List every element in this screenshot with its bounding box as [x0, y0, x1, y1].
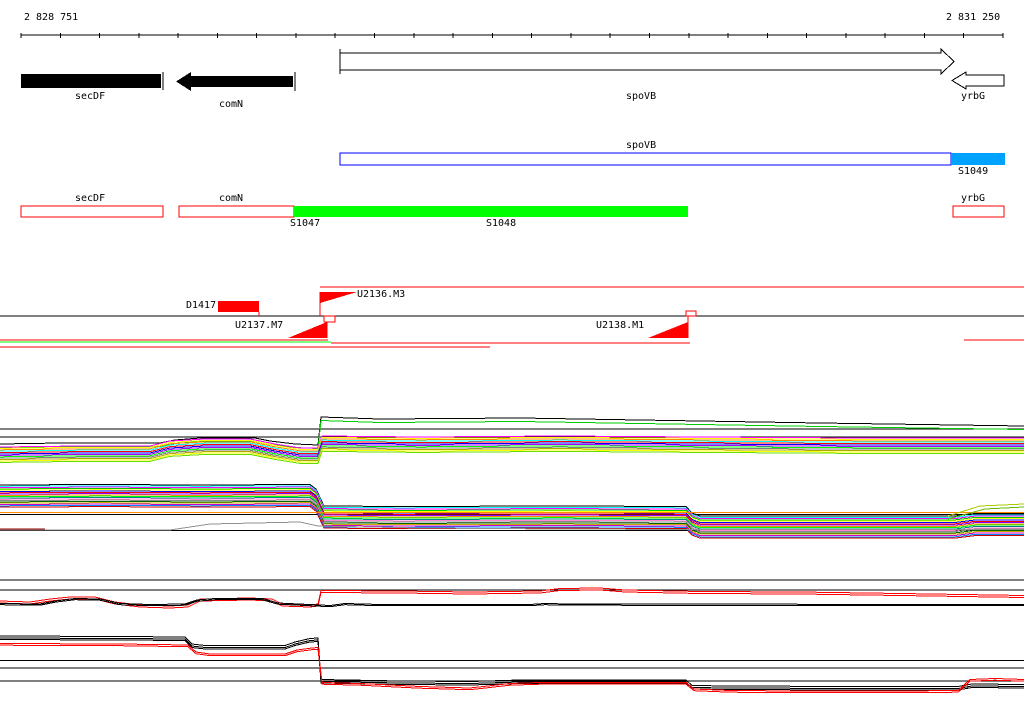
- segment-label-s1047: S1047: [290, 218, 321, 229]
- profile-panel-d-signal-line: [0, 644, 1024, 694]
- expressed-segment-green[interactable]: [294, 206, 688, 217]
- profile-panel-b-signal-line: [0, 504, 1024, 538]
- profile-panel-a-signal-line: [0, 436, 1024, 450]
- profile-panel-b-signal-line: [0, 500, 1024, 534]
- transcript-label-spovb: spoVB: [626, 140, 657, 151]
- profile-panel-a-signal-line: [0, 449, 1024, 463]
- profile-panel-a-signal-line: [0, 445, 1024, 459]
- ruler-coordinate-left: 2 828 751: [24, 12, 79, 23]
- profile-panel-a-signal-line: [0, 439, 1024, 453]
- profile-panel-d-signal-line: [0, 635, 1024, 687]
- junction-marker: [685, 310, 697, 317]
- profile-panel-b-signal-line: [0, 506, 1024, 539]
- profile-panel-d-signal-line: [0, 639, 1024, 691]
- profile-panel-a-signal-line: [0, 435, 1024, 449]
- probe-label-u2138m1: U2138.M1: [596, 320, 645, 331]
- profile-panel-b-signal-line: [947, 506, 1024, 520]
- profile-panel-a-signal-line: [0, 446, 1024, 460]
- profile-panel-b-signal-line: [0, 502, 1024, 535]
- ruler-coordinate-right: 2 831 250: [946, 12, 1001, 23]
- gene-label-comn: comN: [219, 99, 244, 110]
- profile-panel-a-signal-line: [0, 442, 1024, 456]
- profile-panel-b-signal-line: [0, 495, 1024, 529]
- gene-label-secdf: secDF: [75, 91, 106, 102]
- profile-panel-b-signal-line: [0, 499, 1024, 533]
- probe-label-u2137m7: U2137.M7: [235, 320, 284, 331]
- profile-panel-b-signal-line: [0, 487, 1024, 521]
- profile-panel-b-signal-line: [0, 486, 1024, 520]
- profile-panel-b-signal-line: [0, 489, 1024, 522]
- segment-label-s1048: S1048: [486, 218, 517, 229]
- junction-marker: [323, 315, 336, 323]
- cds-box-comn[interactable]: [178, 205, 295, 218]
- profile-panel-b-signal-line: [0, 498, 1024, 531]
- cds-box-secdf[interactable]: [20, 205, 164, 218]
- transcript-segment-s1049[interactable]: [951, 153, 1005, 165]
- profile-panel-b-signal-line: [0, 503, 1024, 536]
- profile-panel-a-signal-line: [0, 450, 1024, 464]
- shift-marker-u2137.m7[interactable]: [288, 322, 327, 338]
- profile-panel-b-signal-line: [0, 485, 1024, 518]
- gene-spovb-arrow[interactable]: [339, 47, 955, 76]
- gene-comn-bar[interactable]: [190, 76, 293, 87]
- gene-comn-arrowhead[interactable]: [176, 72, 191, 91]
- profile-panel-c-signal-line: [0, 597, 1024, 607]
- probe-label-u2136m3: U2136.M3: [357, 289, 406, 300]
- cds-label-secdf: secDF: [75, 193, 106, 204]
- cds-label-comn: comN: [219, 193, 244, 204]
- profile-panel-c-signal-line: [0, 587, 1024, 607]
- profile-panel-d-signal-line: [0, 637, 1024, 689]
- shift-marker-u2138.m1[interactable]: [648, 322, 688, 338]
- gene-secdf-bar[interactable]: [21, 74, 161, 88]
- profile-panel-b-signal-line: [0, 521, 1024, 531]
- profile-panel-a-signal-line: [0, 438, 1024, 452]
- profile-panel-a-signal-line: [0, 448, 1024, 462]
- gene-label-spovb: spoVB: [626, 91, 657, 102]
- profile-panel-b-signal-line: [0, 491, 1024, 525]
- profile-panel-b-signal-line: [0, 483, 1024, 517]
- cds-box-yrbg[interactable]: [952, 205, 1005, 218]
- profile-panel-b-signal-line: [0, 494, 1024, 527]
- profile-panel-b-signal-line: [0, 493, 1024, 526]
- gene-yrbg-arrow[interactable]: [951, 71, 1005, 90]
- profile-panel-d-signal-line: [0, 643, 1024, 692]
- profile-panel-c-signal-line: [0, 599, 1024, 608]
- cds-label-yrbg: yrbG: [961, 193, 986, 204]
- profile-panel-a-signal-line: [0, 443, 1024, 457]
- probe-d1417[interactable]: [218, 301, 259, 312]
- segment-label-s1049: S1049: [958, 166, 989, 177]
- shift-marker-u2136.m3[interactable]: [320, 292, 357, 303]
- profile-panel-b-signal-line: [947, 503, 1024, 517]
- gene-label-yrbg: yrbG: [961, 91, 986, 102]
- profile-panel-a-signal-line: [0, 441, 1024, 455]
- transcript-spovb-outline[interactable]: [339, 152, 952, 166]
- probe-label-d1417: D1417: [186, 300, 217, 311]
